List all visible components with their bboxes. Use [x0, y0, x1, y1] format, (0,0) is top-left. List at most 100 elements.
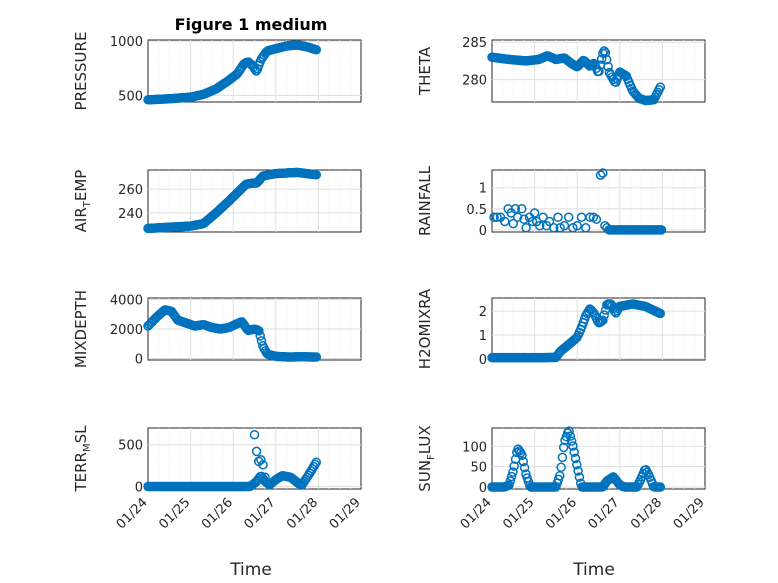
data-point: [569, 447, 579, 457]
subplot-8: 0 50 100 01/24 01/25 01/26 01/27 01/28 01/29 SUNF…: [416, 425, 708, 532]
y-tick-label: 260: [118, 183, 143, 198]
y-tick-label: 0.5: [466, 203, 487, 218]
data-point: [249, 429, 260, 440]
data-point: [598, 168, 608, 178]
data-point: [510, 204, 521, 214]
subplot-7: 0 500 01/24 01/25 01/26 01/27 01/28 01/29 TERRMS…: [72, 425, 364, 532]
data-point: [598, 315, 608, 325]
data-point: [565, 431, 576, 441]
data-point: [500, 216, 510, 227]
data-point: [517, 204, 527, 214]
data-point: [311, 352, 322, 362]
y-axis-label: RAINFALL: [416, 165, 434, 236]
subplot-6: 0 1 2 H2OMIXRA: [416, 288, 706, 369]
y-tick-label: 280: [462, 74, 487, 89]
data-point: [251, 66, 262, 76]
data-point: [311, 457, 322, 468]
data-point: [518, 456, 529, 467]
data-point: [527, 216, 538, 227]
subplot-2: 280 285 THETA: [416, 36, 706, 106]
data-point: [255, 331, 265, 341]
y-tick-label: 0: [479, 481, 487, 496]
y-tick-label: 0: [135, 353, 143, 368]
data-point: [521, 223, 531, 233]
y-axis-label: SUNFLUX: [416, 425, 437, 491]
data-point: [504, 480, 514, 490]
y-tick-label: 0: [479, 353, 487, 368]
data-point: [512, 212, 523, 222]
x-tick-label: 01/28: [628, 495, 665, 532]
x-tick-label: 01/26: [199, 495, 236, 532]
data-point: [517, 450, 527, 461]
data-point: [595, 170, 606, 180]
x-tick-label: 01/26: [543, 495, 580, 532]
data-point: [656, 225, 667, 235]
data-point: [599, 310, 609, 320]
figure-title: Figure 1 medium: [175, 15, 328, 34]
y-tick-label: 500: [118, 439, 143, 454]
x-tick-label: 01/27: [242, 495, 279, 532]
data-point: [529, 208, 540, 218]
y-tick-label: 240: [118, 207, 143, 222]
data-point: [602, 54, 612, 65]
subplot-3: 240 260 AIRTEMP: [72, 167, 362, 234]
data-series: [143, 40, 322, 105]
data-point: [556, 462, 566, 473]
data-point: [544, 216, 555, 227]
data-point: [534, 220, 545, 231]
data-point: [509, 461, 519, 471]
data-point: [519, 463, 530, 473]
x-tick-label: 01/28: [284, 495, 321, 532]
data-point: [572, 220, 582, 231]
data-point: [568, 441, 578, 451]
data-point: [508, 467, 518, 477]
x-tick-label: 01/29: [671, 495, 708, 532]
x-tick-label: 01/24: [114, 495, 151, 532]
data-point: [256, 455, 266, 465]
data-point: [566, 436, 577, 446]
data-point: [600, 48, 611, 58]
data-point: [588, 58, 599, 69]
subplot-1: 500 1000 PRESSURE: [72, 32, 362, 110]
y-axis-label: TERRMSL: [72, 425, 93, 493]
data-point: [311, 45, 322, 55]
data-point: [603, 61, 613, 72]
data-point: [549, 223, 559, 233]
data-point: [599, 46, 609, 56]
y-tick-label: 50: [470, 461, 487, 476]
y-tick-label: 2: [479, 305, 487, 320]
data-point: [251, 446, 262, 457]
y-axis-label: H2OMIXRA: [416, 288, 434, 369]
data-point: [519, 214, 529, 225]
data-series: [487, 46, 666, 106]
data-point: [580, 223, 591, 233]
y-tick-label: 285: [462, 36, 487, 51]
x-tick-label: 01/24: [458, 495, 495, 532]
y-axis-label: AIRTEMP: [72, 170, 93, 233]
y-axis-label: MIXDEPTH: [72, 290, 90, 368]
subplot-5: 0 2000 4000 MIXDEPTH: [72, 290, 362, 368]
data-point: [557, 452, 568, 463]
x-tick-label: 01/25: [156, 495, 193, 532]
x-tick-label: 01/29: [327, 495, 364, 532]
data-point: [492, 212, 502, 222]
y-tick-label: 100: [462, 440, 487, 455]
x-axis-label-left: Time: [229, 560, 272, 580]
subplot-4: 0 0.5 1 RAINFALL: [416, 165, 706, 239]
data-point: [655, 308, 666, 319]
data-series: [489, 168, 667, 235]
data-point: [563, 212, 574, 222]
data-point: [505, 476, 516, 486]
data-point: [558, 442, 569, 453]
data-point: [570, 453, 581, 464]
y-axis-label: THETA: [416, 46, 434, 96]
data-point: [489, 212, 499, 222]
data-point: [655, 82, 666, 92]
y-tick-label: 0: [135, 480, 143, 495]
data-point: [573, 466, 583, 476]
data-point: [596, 316, 607, 327]
data-point: [311, 170, 322, 180]
data-point: [594, 66, 604, 77]
